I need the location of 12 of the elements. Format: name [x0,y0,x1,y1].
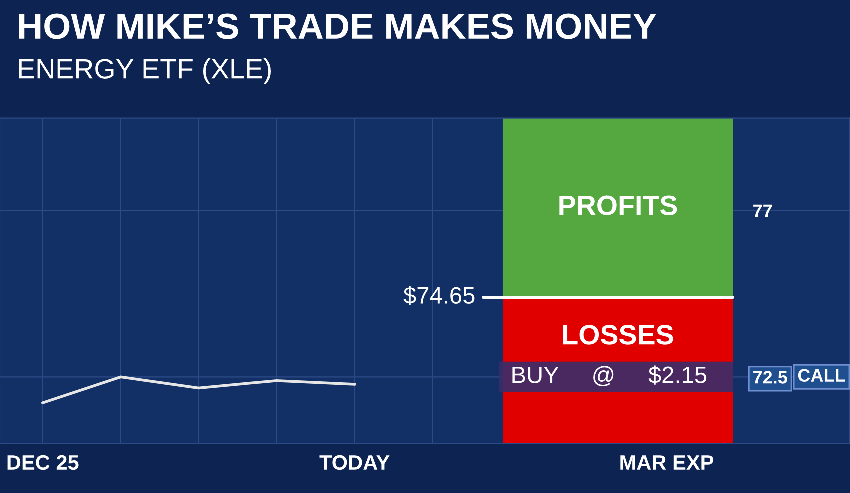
ref-line-label: $74.65 [404,286,475,306]
x-tick-label: TODAY [320,455,390,470]
y-tick-label: 72.5 [754,371,788,384]
chart-subtitle: ENERGY ETF (XLE) [19,58,271,84]
y-tick-label: 77 [754,204,772,218]
ref-line-label: BUY @ $2.15 [512,366,707,387]
band-label: LOSSES [564,325,674,345]
x-tick-label: DEC 25 [8,455,79,470]
x-tick-label: MAR EXP [620,456,714,470]
text: CALL [798,369,846,382]
chart-title: HOW MIKE’S TRADE MAKES MONEY [19,14,656,40]
band-label: PROFITS [560,196,678,216]
